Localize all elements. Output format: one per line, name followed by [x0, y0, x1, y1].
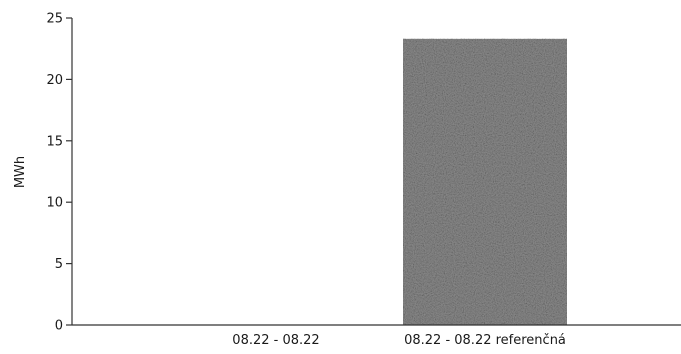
y-tick-label: 25 — [46, 12, 63, 27]
y-tick-label: 20 — [46, 73, 63, 88]
x-category-label: 08.22 - 08.22 — [232, 333, 319, 348]
y-axis-ticks: 0 5 10 15 20 25 — [46, 12, 72, 334]
y-axis-title: MWh — [13, 156, 28, 188]
y-tick-label: 10 — [46, 196, 63, 211]
x-axis-labels: 08.22 - 08.22 08.22 - 08.22 referenčná — [232, 333, 566, 348]
y-tick-label: 5 — [55, 257, 63, 272]
y-tick-label: 15 — [46, 134, 63, 149]
x-category-label: 08.22 - 08.22 referenčná — [404, 333, 566, 348]
bars — [403, 38, 567, 325]
bar — [403, 38, 567, 325]
y-tick-label: 0 — [55, 319, 63, 334]
